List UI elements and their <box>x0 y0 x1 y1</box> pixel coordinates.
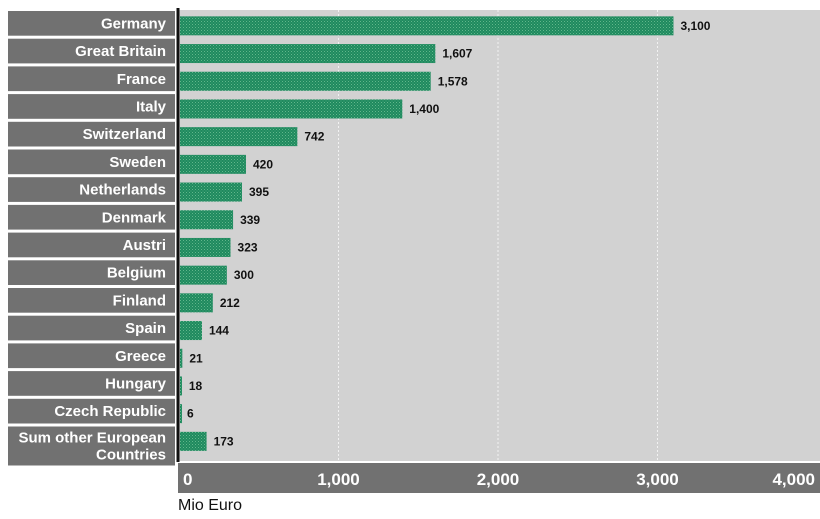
x-tick-label: 4,000 <box>772 470 815 489</box>
category-label-box <box>8 204 175 230</box>
category-label: Sweden <box>109 154 166 171</box>
bar <box>180 404 182 424</box>
category-label-box <box>8 38 175 64</box>
category-label: Czech Republic <box>54 403 166 420</box>
category-label: Spain <box>125 320 166 337</box>
x-tick-label: 1,000 <box>317 470 360 489</box>
x-axis-ticks: 0 1,000 2,000 3,000 4,000 <box>178 463 820 493</box>
data-label: 1,400 <box>409 102 439 116</box>
data-label: 742 <box>304 130 324 144</box>
data-label: 339 <box>240 213 260 227</box>
category-label: France <box>117 71 166 88</box>
bar <box>180 321 202 341</box>
category-label-box <box>8 315 175 341</box>
category-label: Great Britain <box>75 43 166 60</box>
data-label: 395 <box>249 185 269 199</box>
data-label: 212 <box>220 296 240 310</box>
x-axis-band <box>178 463 820 493</box>
bar <box>180 71 431 91</box>
category-label: Switzerland <box>83 126 166 143</box>
gridlines <box>338 10 658 462</box>
category-label: Germany <box>101 15 167 32</box>
bar <box>180 237 231 257</box>
category-label-box <box>8 11 175 36</box>
category-label: Countries <box>96 447 166 464</box>
data-label: 1,578 <box>438 74 468 88</box>
category-label-box <box>8 426 175 466</box>
category-label: Belgium <box>107 265 166 282</box>
data-label: 3,100 <box>680 19 710 33</box>
data-label: 1,607 <box>442 47 472 61</box>
data-label: 173 <box>214 434 234 448</box>
bar <box>180 376 182 396</box>
category-label-box <box>8 232 175 258</box>
category-label-box <box>8 149 175 175</box>
category-label-box <box>8 260 175 285</box>
category-label-box <box>8 343 175 369</box>
data-label: 300 <box>234 268 254 282</box>
category-label: Netherlands <box>79 182 166 199</box>
bars: 3,100 1,607 1,578 1,400 742 420 395 339 323 300 21… <box>180 16 711 451</box>
category-labels: Germany Great Britain France Italy Switzerla… <box>8 11 175 466</box>
x-tick-label: 2,000 <box>477 470 520 489</box>
bar <box>180 293 213 313</box>
category-label: Denmark <box>102 209 167 226</box>
category-label-box <box>8 94 175 119</box>
bar <box>180 210 234 230</box>
category-label-box <box>8 288 175 313</box>
category-label: Hungary <box>105 375 167 392</box>
bar <box>180 348 183 368</box>
category-label-box <box>8 121 175 147</box>
category-label: Finland <box>113 292 166 309</box>
bar <box>180 265 227 285</box>
bar <box>180 431 207 451</box>
bar <box>180 99 403 119</box>
x-tick-label: 3,000 <box>636 470 679 489</box>
bar <box>180 16 674 36</box>
x-axis-label: Mio Euro <box>178 497 243 514</box>
data-label: 18 <box>189 379 203 393</box>
data-label: 6 <box>187 407 194 421</box>
data-label: 420 <box>253 157 273 171</box>
category-label-box <box>8 398 175 424</box>
category-label: Sum other European <box>18 430 166 447</box>
data-label: 21 <box>189 351 203 365</box>
category-label: Greece <box>115 348 166 365</box>
bar <box>180 182 243 202</box>
data-label: 323 <box>238 240 258 254</box>
bar <box>180 154 246 174</box>
category-label-box <box>8 371 175 396</box>
category-label: Austri <box>123 237 166 254</box>
data-label: 144 <box>209 324 229 338</box>
category-label-box <box>8 177 175 202</box>
bar <box>180 44 436 64</box>
category-label: Italy <box>136 98 167 115</box>
category-label-box <box>8 66 175 92</box>
bar <box>180 127 298 147</box>
x-tick-label: 0 <box>183 470 192 489</box>
